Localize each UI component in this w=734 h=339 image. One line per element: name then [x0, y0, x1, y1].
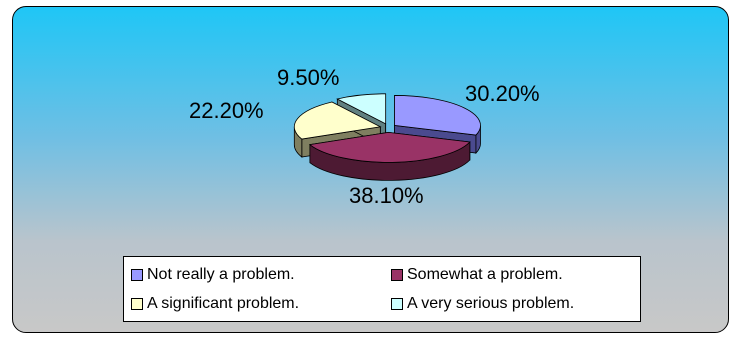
legend-swatch-somewhat [391, 269, 403, 281]
legend-label-not-really: Not really a problem. [147, 266, 295, 283]
legend-swatch-very-serious [391, 298, 403, 310]
legend-item-somewhat: Somewhat a problem. [391, 265, 563, 285]
legend-label-very-serious: A very serious problem. [407, 295, 575, 312]
chart-area: 30.20% 38.10% 22.20% 9.50% Not really a … [12, 6, 729, 333]
legend-swatch-significant [131, 298, 143, 310]
legend-label-somewhat: Somewhat a problem. [407, 266, 563, 283]
legend-item-significant: A significant problem. [131, 294, 299, 314]
chart-legend: Not really a problem. Somewhat a problem… [123, 256, 641, 322]
legend-label-significant: A significant problem. [147, 295, 300, 312]
legend-item-not-really: Not really a problem. [131, 265, 295, 285]
pie-label-very-serious: 9.50% [277, 65, 339, 90]
pie-chart: 30.20% 38.10% 22.20% 9.50% [189, 65, 540, 208]
pie-slice-somewhat [308, 131, 471, 181]
pie-label-somewhat: 38.10% [349, 183, 424, 208]
legend-item-very-serious: A very serious problem. [391, 294, 574, 314]
pie-label-significant: 22.20% [189, 98, 264, 123]
pie-label-not-really: 30.20% [465, 81, 540, 106]
legend-swatch-not-really [131, 269, 143, 281]
